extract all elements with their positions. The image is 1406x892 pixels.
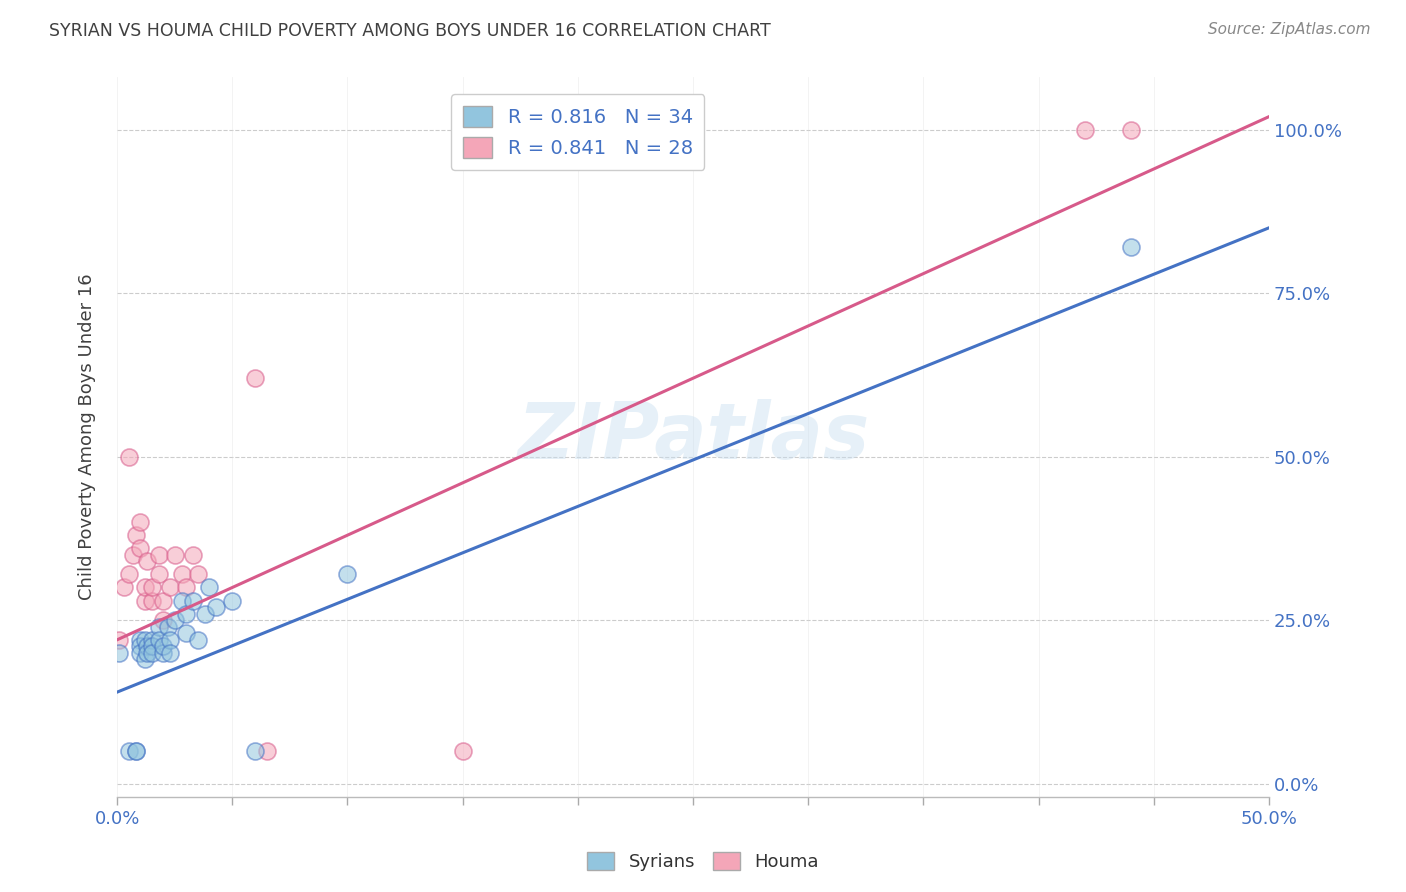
Y-axis label: Child Poverty Among Boys Under 16: Child Poverty Among Boys Under 16 [79,274,96,600]
Point [170,593,193,607]
Point [129,640,152,654]
Point [134,652,156,666]
Point [1119,122,1142,136]
Point [194,607,217,621]
Point [152,646,174,660]
Point [152,640,174,654]
Point [148,567,170,582]
Point [141,640,163,654]
Point [159,581,181,595]
Text: ZIPatlas: ZIPatlas [517,399,869,475]
Text: Source: ZipAtlas.com: Source: ZipAtlas.com [1208,22,1371,37]
Point [108,646,131,660]
Legend: Syrians, Houma: Syrians, Houma [579,845,827,879]
Point [117,567,139,582]
Point [205,600,228,615]
Point [124,744,146,758]
Point [148,548,170,562]
Point [198,581,221,595]
Point [124,744,146,758]
Point [170,567,193,582]
Point [134,632,156,647]
Point [152,613,174,627]
Text: SYRIAN VS HOUMA CHILD POVERTY AMONG BOYS UNDER 16 CORRELATION CHART: SYRIAN VS HOUMA CHILD POVERTY AMONG BOYS… [49,22,770,40]
Point [122,548,145,562]
Point [124,528,146,542]
Point [187,632,209,647]
Point [451,744,474,758]
Point [163,613,186,627]
Point [129,541,152,556]
Point [256,744,278,758]
Point [148,632,170,647]
Point [181,548,204,562]
Point [136,554,159,568]
Point [141,581,163,595]
Point [117,450,139,464]
Point [163,548,186,562]
Point [1073,122,1095,136]
Point [159,632,181,647]
Point [148,620,170,634]
Point [245,744,267,758]
Point [181,593,204,607]
Point [152,593,174,607]
Point [112,581,135,595]
Point [141,593,163,607]
Point [174,581,197,595]
Legend: R = 0.816   N = 34, R = 0.841   N = 28: R = 0.816 N = 34, R = 0.841 N = 28 [451,95,704,169]
Point [141,646,163,660]
Point [159,646,181,660]
Point [117,744,139,758]
Point [141,632,163,647]
Point [174,626,197,640]
Point [134,581,156,595]
Point [136,640,159,654]
Point [187,567,209,582]
Point [221,593,243,607]
Point [156,620,179,634]
Point [1119,240,1142,254]
Point [108,632,131,647]
Point [136,646,159,660]
Point [129,515,152,529]
Point [134,593,156,607]
Point [336,567,359,582]
Point [245,371,267,385]
Point [174,607,197,621]
Point [129,632,152,647]
Point [129,646,152,660]
